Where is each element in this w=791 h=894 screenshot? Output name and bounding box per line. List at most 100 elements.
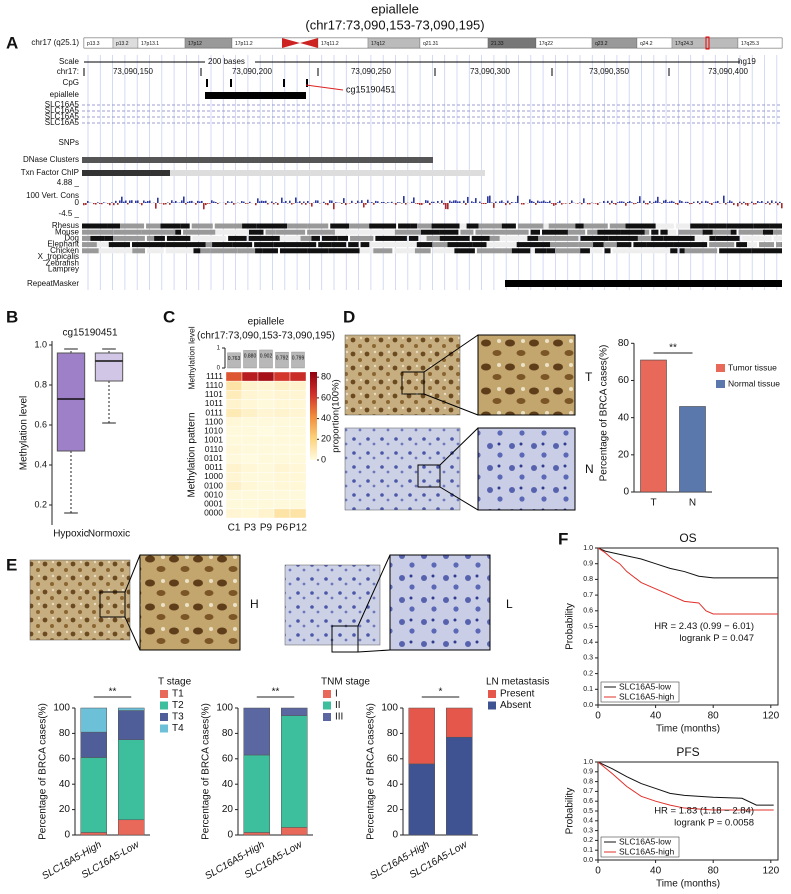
x-tick-label: 120 bbox=[762, 711, 779, 722]
heat-cell bbox=[289, 380, 307, 391]
alignment-block bbox=[741, 235, 772, 241]
heat-cell bbox=[241, 481, 259, 491]
row-label: 0111 bbox=[205, 407, 223, 417]
alignment-block bbox=[499, 235, 528, 241]
legend-label: T4 bbox=[172, 723, 184, 734]
conservation-wiggle bbox=[143, 200, 145, 203]
heat-cell bbox=[225, 508, 243, 519]
tissue-image bbox=[344, 427, 461, 511]
conservation-wiggle bbox=[421, 203, 423, 205]
y-tick-label: 100 bbox=[216, 703, 233, 714]
conservation-wiggle bbox=[551, 203, 553, 204]
track-label: RepeatMasker bbox=[27, 279, 79, 288]
bar-segment bbox=[281, 707, 308, 716]
legend-swatch bbox=[488, 701, 496, 710]
conservation-wiggle bbox=[633, 203, 635, 205]
conservation-wiggle bbox=[553, 203, 555, 206]
conservation-wiggle bbox=[377, 201, 379, 203]
zoom-line bbox=[357, 649, 391, 653]
alignment-block bbox=[580, 235, 609, 241]
track-label: 0 bbox=[75, 198, 80, 207]
conservation-wiggle bbox=[367, 199, 369, 203]
alignment-block bbox=[256, 223, 288, 229]
alignment-block bbox=[747, 242, 758, 248]
heat-cell bbox=[257, 390, 275, 400]
conservation-wiggle bbox=[197, 200, 199, 203]
y-tick-label: 0.6 bbox=[34, 419, 47, 429]
conservation-wiggle bbox=[631, 202, 633, 203]
legend-swatch bbox=[716, 380, 725, 388]
conservation-wiggle bbox=[689, 203, 691, 205]
y-tick-label: 0.8 bbox=[583, 778, 593, 785]
conservation-wiggle bbox=[607, 200, 609, 203]
conservation-wiggle bbox=[305, 203, 307, 205]
conservation-wiggle bbox=[327, 203, 329, 206]
alignment-block bbox=[486, 242, 517, 248]
value-label: 0.792 bbox=[276, 355, 289, 361]
y-tick-label: 1.0 bbox=[34, 339, 47, 349]
legend-title: TNM stage bbox=[321, 677, 370, 688]
conservation-wiggle bbox=[471, 201, 473, 203]
conservation-wiggle bbox=[625, 203, 627, 206]
conservation-wiggle bbox=[737, 203, 739, 207]
heat-cell bbox=[241, 408, 259, 418]
conservation-wiggle bbox=[247, 203, 249, 204]
alignment-block bbox=[394, 229, 421, 235]
chart-title: OS bbox=[679, 531, 696, 545]
alignment-block bbox=[166, 235, 191, 241]
alignment-block bbox=[311, 235, 320, 241]
bar-segment bbox=[281, 827, 308, 836]
conservation-wiggle bbox=[679, 200, 681, 203]
alignment-block bbox=[715, 235, 740, 241]
alignment-block bbox=[287, 223, 294, 229]
heat-cell bbox=[257, 453, 275, 464]
heat-cell bbox=[241, 472, 259, 482]
conservation-wiggle bbox=[779, 201, 781, 203]
chart-subtitle: (chr17:73,090,153-73,090,195) bbox=[197, 331, 335, 342]
band-label: 17q12 bbox=[371, 41, 385, 47]
alignment-block bbox=[709, 242, 735, 248]
alignment-block bbox=[420, 235, 427, 241]
conservation-wiggle bbox=[373, 203, 375, 205]
value-label: 0.902 bbox=[260, 353, 273, 359]
alignment-block bbox=[678, 229, 703, 235]
conservation-wiggle bbox=[613, 203, 615, 204]
conservation-wiggle bbox=[493, 203, 495, 208]
conservation-wiggle bbox=[429, 203, 431, 205]
track-label: chr17: bbox=[57, 67, 79, 76]
alignment-block bbox=[550, 242, 579, 248]
conservation-wiggle bbox=[401, 203, 403, 204]
track-label: CpG bbox=[63, 78, 79, 87]
conservation-wiggle bbox=[533, 201, 535, 203]
heat-cell bbox=[273, 508, 291, 519]
track-label: Lamprey bbox=[48, 265, 79, 274]
conservation-wiggle bbox=[645, 203, 647, 205]
conservation-wiggle bbox=[769, 203, 771, 205]
heat-cell bbox=[241, 444, 259, 455]
heat-cell bbox=[289, 499, 307, 510]
alignment-block bbox=[762, 229, 774, 235]
conservation-wiggle bbox=[587, 203, 589, 205]
conservation-wiggle bbox=[673, 201, 675, 203]
heat-cell bbox=[225, 453, 243, 464]
heat-cell bbox=[273, 481, 291, 491]
conservation-wiggle bbox=[693, 201, 695, 203]
alignment-block bbox=[616, 242, 632, 248]
alignment-block bbox=[567, 229, 586, 235]
panel-label: F bbox=[558, 529, 568, 548]
row-label: 1010 bbox=[204, 426, 223, 436]
heat-cell bbox=[289, 371, 307, 382]
alignment-block bbox=[255, 248, 263, 254]
alignment-block bbox=[609, 223, 626, 229]
bar-segment bbox=[80, 731, 107, 758]
band-label: 17q22 bbox=[539, 41, 553, 47]
conservation-wiggle bbox=[217, 203, 219, 205]
box bbox=[94, 352, 124, 382]
heat-cell bbox=[225, 499, 243, 510]
alignment-block bbox=[233, 223, 243, 229]
alignment-block bbox=[348, 242, 359, 248]
conservation-wiggle bbox=[663, 200, 665, 203]
alignment-block bbox=[597, 229, 621, 235]
y-tick-label: 0.4 bbox=[583, 639, 593, 646]
alignment-block bbox=[694, 235, 710, 241]
